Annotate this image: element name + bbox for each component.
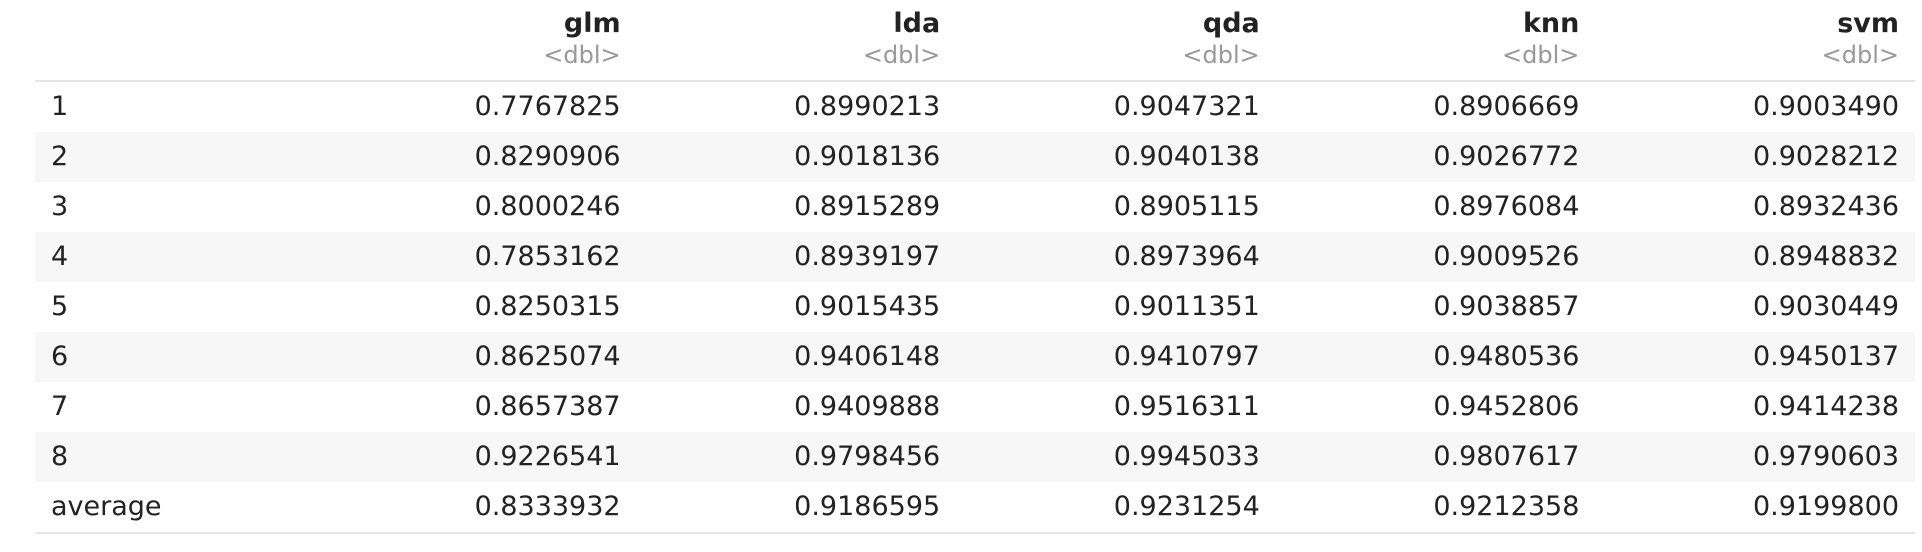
row-label: 8	[35, 432, 317, 482]
table-body: 1 0.7767825 0.8990213 0.9047321 0.890666…	[35, 81, 1915, 534]
table-row: 8 0.9226541 0.9798456 0.9945033 0.980761…	[35, 432, 1915, 482]
cell-glm: 0.8625074	[317, 332, 637, 382]
table-row: 1 0.7767825 0.8990213 0.9047321 0.890666…	[35, 81, 1915, 132]
cell-qda: 0.9516311	[1113, 391, 1260, 422]
cell-knn: 0.9452806	[1433, 391, 1580, 422]
column-type: <dbl>	[1502, 41, 1580, 69]
column-header-knn[interactable]: knn <dbl>	[1275, 0, 1596, 82]
row-label: 6	[35, 332, 317, 382]
cell-knn: 0.9807617	[1275, 432, 1596, 482]
cell-svm: 0.9003490	[1752, 91, 1899, 122]
cell-knn: 0.9212358	[1275, 482, 1596, 534]
table-header: glm <dbl> lda <dbl> qda <dbl> knn <dbl> …	[35, 0, 1915, 82]
cell-lda: 0.9186595	[636, 482, 957, 534]
cell-glm: 0.8333932	[317, 482, 637, 534]
cell-glm: 0.8657387	[474, 391, 621, 422]
cell-lda: 0.9406148	[636, 332, 957, 382]
cell-lda: 0.9015435	[794, 291, 941, 322]
cell-qda: 0.9047321	[1113, 91, 1260, 122]
row-label: average	[35, 482, 317, 534]
table-row: 6 0.8625074 0.9406148 0.9410797 0.948053…	[35, 332, 1915, 382]
cell-knn: 0.9009526	[1275, 232, 1596, 282]
cell-svm: 0.8948832	[1595, 232, 1915, 282]
column-type: <dbl>	[862, 41, 941, 69]
cell-qda: 0.9040138	[956, 132, 1276, 182]
row-label: 2	[35, 132, 317, 182]
row-label: 7	[51, 391, 69, 422]
column-name: lda	[893, 8, 941, 39]
cell-svm: 0.8932436	[1752, 191, 1899, 222]
cell-svm: 0.9414238	[1752, 391, 1899, 422]
results-table: glm <dbl> lda <dbl> qda <dbl> knn <dbl> …	[35, 0, 1915, 534]
column-name: glm	[563, 8, 621, 39]
data-frame-viewer: glm <dbl> lda <dbl> qda <dbl> knn <dbl> …	[35, 0, 1915, 534]
column-name: knn	[1522, 8, 1580, 39]
column-type: <dbl>	[1821, 41, 1899, 69]
column-type: <dbl>	[543, 41, 621, 69]
cell-svm: 0.9790603	[1595, 432, 1915, 482]
cell-glm: 0.7853162	[317, 232, 637, 282]
cell-qda: 0.9011351	[1113, 291, 1260, 322]
cell-knn: 0.8906669	[1433, 91, 1580, 122]
cell-glm: 0.9226541	[317, 432, 637, 482]
row-label: 4	[35, 232, 317, 282]
column-name: svm	[1837, 8, 1899, 39]
column-header-lda[interactable]: lda <dbl>	[636, 0, 957, 82]
column-name: qda	[1202, 8, 1260, 39]
cell-lda: 0.9409888	[794, 391, 941, 422]
rowname-header	[35, 0, 317, 82]
cell-qda: 0.9231254	[956, 482, 1276, 534]
column-header-glm[interactable]: glm <dbl>	[317, 0, 637, 82]
cell-svm: 0.9028212	[1595, 132, 1915, 182]
table-row: 5 0.8250315 0.9015435 0.9011351 0.903885…	[35, 282, 1915, 332]
table-row: 7 0.8657387 0.9409888 0.9516311 0.945280…	[35, 382, 1915, 432]
table-row: 2 0.8290906 0.9018136 0.9040138 0.902677…	[35, 132, 1915, 182]
cell-qda: 0.8973964	[956, 232, 1276, 282]
column-type: <dbl>	[1182, 41, 1260, 69]
cell-knn: 0.8976084	[1433, 191, 1580, 222]
cell-knn: 0.9026772	[1275, 132, 1596, 182]
column-header-qda[interactable]: qda <dbl>	[956, 0, 1276, 82]
cell-qda: 0.9945033	[956, 432, 1276, 482]
header-row: glm <dbl> lda <dbl> qda <dbl> knn <dbl> …	[35, 0, 1915, 82]
cell-lda: 0.9018136	[636, 132, 957, 182]
cell-lda: 0.8990213	[794, 91, 941, 122]
table-row: 3 0.8000246 0.8915289 0.8905115 0.897608…	[35, 182, 1915, 232]
cell-glm: 0.7767825	[474, 91, 621, 122]
cell-lda: 0.8939197	[636, 232, 957, 282]
table-row: 4 0.7853162 0.8939197 0.8973964 0.900952…	[35, 232, 1915, 282]
cell-glm: 0.8250315	[474, 291, 621, 322]
cell-svm: 0.9450137	[1595, 332, 1915, 382]
cell-knn: 0.9038857	[1433, 291, 1580, 322]
cell-lda: 0.8915289	[794, 191, 941, 222]
cell-lda: 0.9798456	[636, 432, 957, 482]
cell-svm: 0.9030449	[1752, 291, 1899, 322]
column-header-svm[interactable]: svm <dbl>	[1595, 0, 1915, 82]
cell-qda: 0.8905115	[1113, 191, 1260, 222]
cell-glm: 0.8290906	[317, 132, 637, 182]
cell-qda: 0.9410797	[956, 332, 1276, 382]
row-label: 1	[51, 91, 69, 122]
table-row: average 0.8333932 0.9186595 0.9231254 0.…	[35, 482, 1915, 534]
cell-knn: 0.9480536	[1275, 332, 1596, 382]
cell-glm: 0.8000246	[474, 191, 621, 222]
row-label: 3	[51, 191, 69, 222]
row-label: 5	[51, 291, 69, 322]
cell-svm: 0.9199800	[1595, 482, 1915, 534]
